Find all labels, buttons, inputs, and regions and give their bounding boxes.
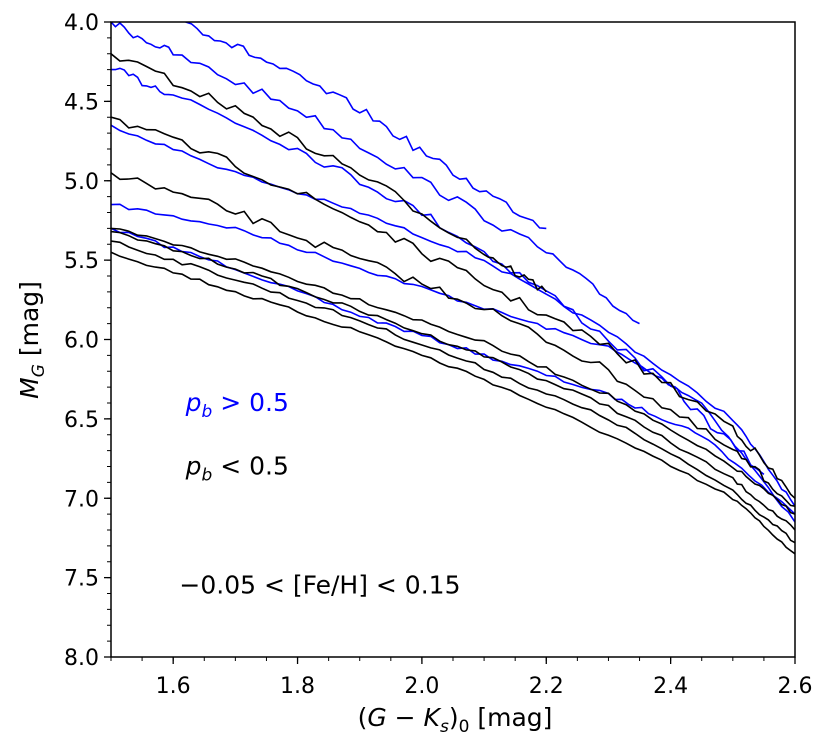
x-axis: 1.6 1.8 2.0 2.2 2.4 2.6 xyxy=(110,657,813,699)
y-tick-label: 5.0 xyxy=(64,170,99,195)
single-contour-line xyxy=(111,53,547,293)
single-contour-line xyxy=(111,240,795,544)
binary-contour-line xyxy=(111,124,795,507)
y-tick-label: 7.0 xyxy=(64,487,99,512)
x-tick-label: 1.8 xyxy=(280,674,315,699)
metallicity-annotation: −0.05 < [Fe/H] < 0.15 xyxy=(179,571,460,600)
y-axis-label: MG [mag] xyxy=(15,281,49,399)
binary-contour-line xyxy=(185,22,547,230)
legend-annotation-single: pb < 0.5 xyxy=(185,451,289,485)
y-axis: 4.0 4.5 5.0 5.5 6.0 6.5 7.0 7.5 8.0 xyxy=(64,11,111,671)
binary-contour-line xyxy=(111,67,765,476)
single-contour-line xyxy=(111,230,795,531)
y-tick-label: 6.0 xyxy=(64,329,99,354)
y-tick-label: 5.5 xyxy=(64,249,99,274)
x-tick-label: 1.6 xyxy=(156,674,191,699)
y-tick-label: 7.5 xyxy=(64,567,99,592)
y-tick-label: 6.5 xyxy=(64,408,99,433)
plot-frame xyxy=(110,21,796,658)
single-contour-line xyxy=(111,172,795,507)
x-tick-label: 2.4 xyxy=(653,674,688,699)
contour-layer xyxy=(111,22,795,555)
x-axis-label: (G − Ks)0 [mag] xyxy=(358,703,553,737)
x-tick-label: 2.2 xyxy=(529,674,564,699)
legend-annotation-binary: pb > 0.5 xyxy=(185,388,289,422)
y-tick-label: 8.0 xyxy=(64,646,99,671)
y-tick-label: 4.5 xyxy=(64,90,99,115)
x-tick-label: 2.6 xyxy=(778,674,813,699)
y-tick-label: 4.0 xyxy=(64,11,99,36)
single-contour-line xyxy=(111,251,795,555)
binary-contour-line xyxy=(111,22,640,325)
single-contour-line xyxy=(111,116,795,499)
x-tick-label: 2.0 xyxy=(404,674,439,699)
single-contour-line xyxy=(111,227,795,515)
